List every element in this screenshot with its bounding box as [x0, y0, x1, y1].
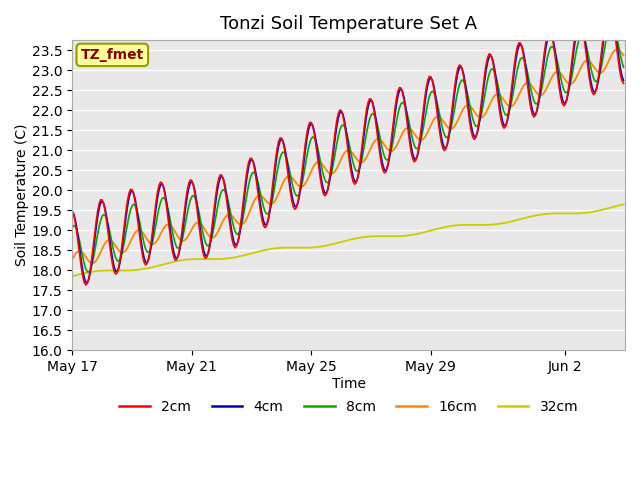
4cm — [550, 38, 557, 44]
16cm — [166, 222, 173, 228]
16cm — [620, 52, 627, 58]
4cm — [285, 173, 292, 179]
8cm — [472, 123, 479, 129]
4cm — [166, 221, 173, 227]
16cm — [550, 72, 557, 78]
4cm — [472, 134, 479, 140]
Title: Tonzi Soil Temperature Set A: Tonzi Soil Temperature Set A — [220, 15, 477, 33]
32cm — [548, 211, 556, 216]
16cm — [88, 260, 95, 266]
8cm — [285, 165, 292, 170]
32cm — [470, 222, 478, 228]
Legend: 2cm, 4cm, 8cm, 16cm, 32cm: 2cm, 4cm, 8cm, 16cm, 32cm — [114, 395, 584, 420]
8cm — [166, 213, 173, 219]
4cm — [291, 204, 299, 209]
16cm — [291, 179, 299, 184]
2cm — [166, 227, 173, 233]
2cm — [291, 206, 299, 212]
16cm — [614, 47, 621, 52]
4cm — [606, 8, 614, 13]
Line: 16cm: 16cm — [72, 49, 623, 263]
16cm — [285, 173, 292, 179]
16cm — [523, 80, 531, 86]
8cm — [85, 269, 93, 275]
2cm — [82, 282, 90, 288]
4cm — [83, 279, 91, 285]
16cm — [68, 257, 76, 263]
4cm — [523, 68, 531, 74]
8cm — [608, 21, 616, 27]
2cm — [620, 81, 627, 86]
Text: TZ_fmet: TZ_fmet — [81, 48, 144, 62]
8cm — [550, 45, 557, 50]
32cm — [68, 273, 76, 279]
32cm — [164, 260, 172, 266]
32cm — [284, 245, 291, 251]
2cm — [472, 135, 479, 141]
Line: 8cm: 8cm — [72, 24, 623, 272]
Line: 2cm: 2cm — [72, 9, 623, 285]
8cm — [523, 65, 531, 71]
32cm — [620, 202, 627, 207]
2cm — [605, 6, 612, 12]
4cm — [68, 209, 76, 215]
8cm — [68, 224, 76, 230]
8cm — [291, 190, 299, 196]
Y-axis label: Soil Temperature (C): Soil Temperature (C) — [15, 124, 29, 266]
2cm — [550, 41, 557, 47]
Line: 32cm: 32cm — [72, 204, 623, 276]
2cm — [285, 179, 292, 185]
32cm — [521, 215, 529, 221]
X-axis label: Time: Time — [332, 377, 365, 391]
8cm — [620, 64, 627, 70]
4cm — [620, 78, 627, 84]
2cm — [523, 73, 531, 79]
16cm — [472, 111, 479, 117]
32cm — [289, 245, 297, 251]
2cm — [68, 208, 76, 214]
Line: 4cm: 4cm — [72, 11, 623, 282]
